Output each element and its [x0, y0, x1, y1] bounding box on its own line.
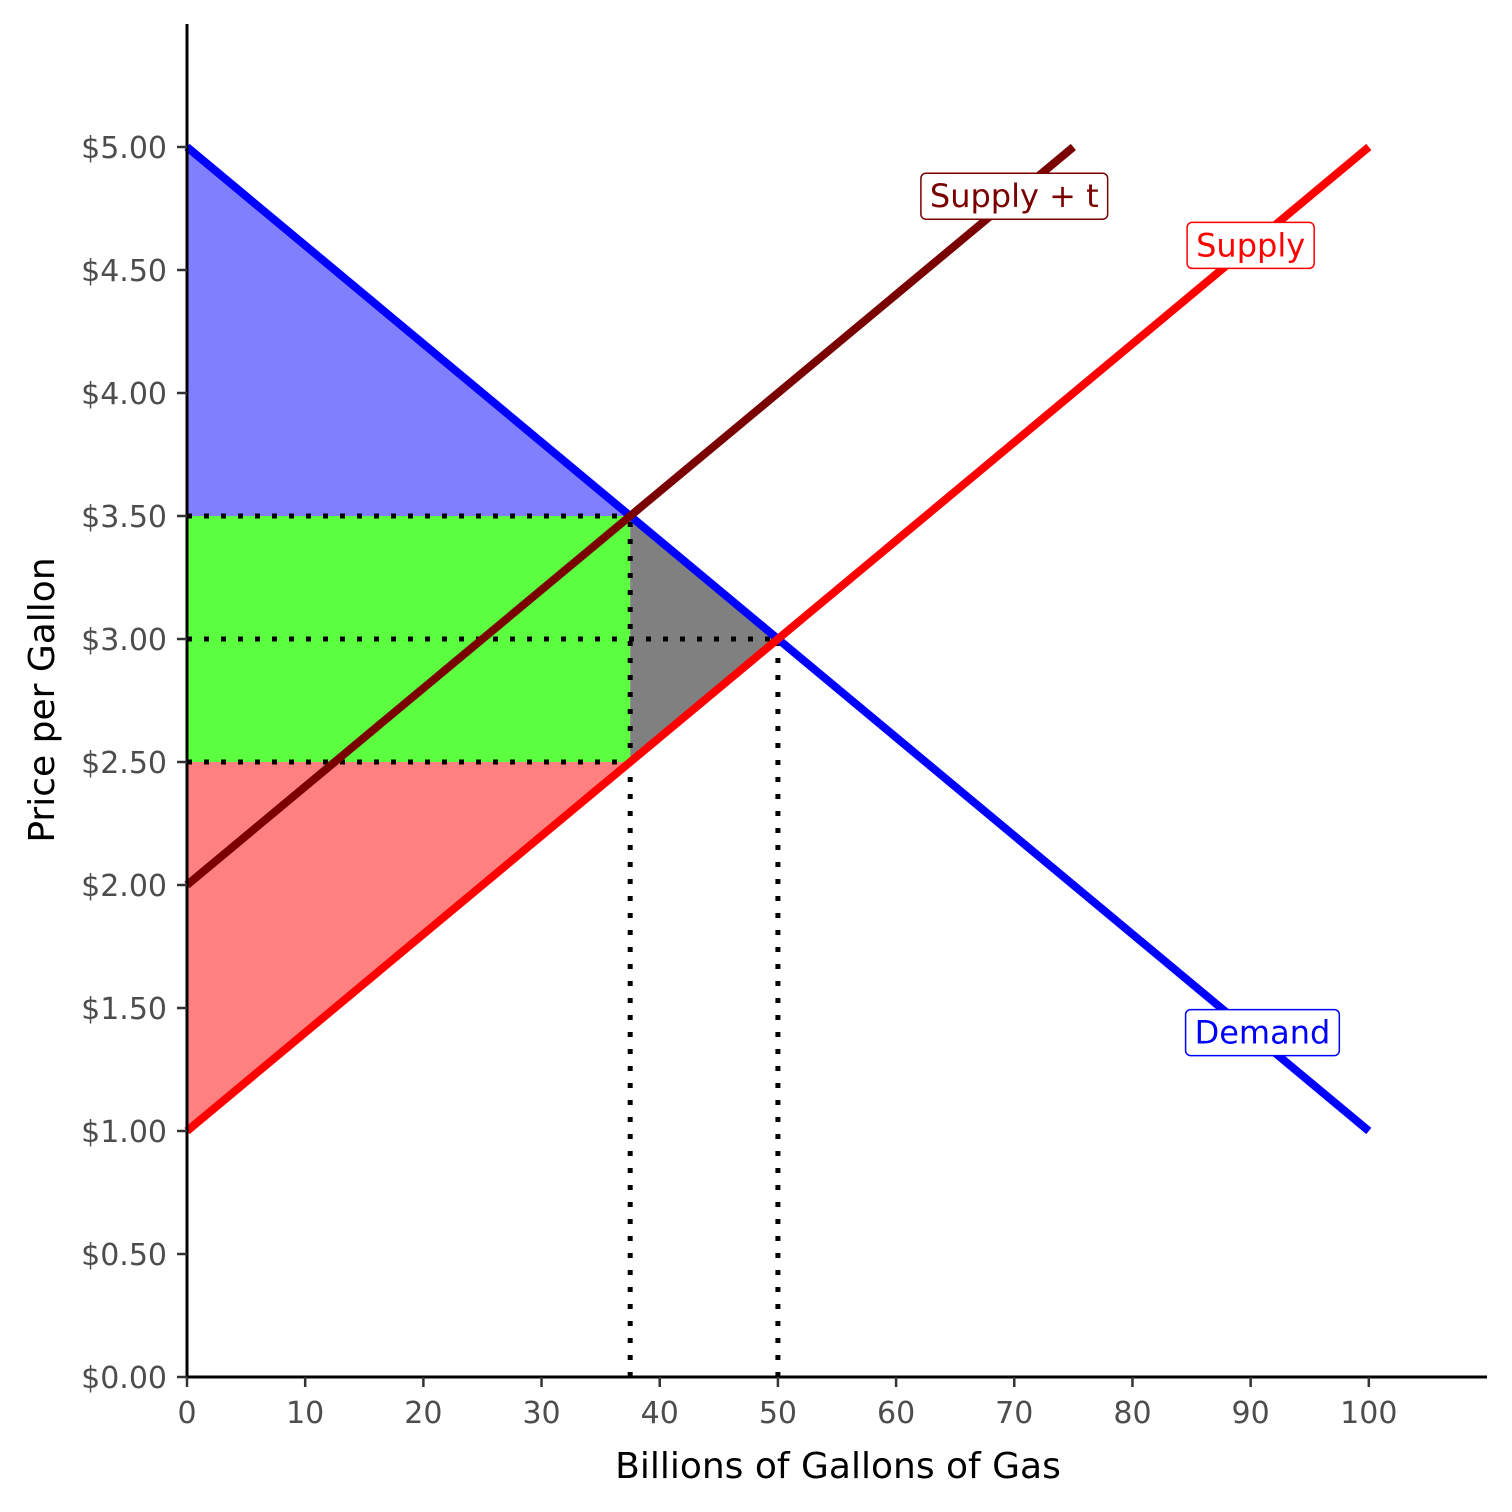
- supply-t-label: Supply + t: [920, 172, 1109, 220]
- x-tick-label: 30: [522, 1396, 560, 1431]
- curve-labels: Demand Supply Supply + t: [920, 172, 1341, 1057]
- y-tick-label: $3.50: [81, 500, 167, 535]
- y-tick-label: $0.50: [81, 1238, 167, 1273]
- y-tick-label: $3.00: [81, 623, 167, 658]
- curves: [184, 143, 1372, 1135]
- x-tick-label: 70: [995, 1396, 1033, 1431]
- y-axis-title: Price per Gallon: [22, 557, 63, 842]
- y-tick-label: $1.50: [81, 992, 167, 1027]
- y-tick-label: $4.00: [81, 377, 167, 412]
- x-tick-label: 60: [877, 1396, 915, 1431]
- y-tick-label: $0.00: [81, 1361, 167, 1396]
- label-box: [920, 172, 1109, 220]
- x-tick-label: 50: [759, 1396, 797, 1431]
- y-tick-label: $4.50: [81, 254, 167, 289]
- reference-lines: [187, 513, 781, 1377]
- label-box: [1184, 1008, 1341, 1057]
- label-text: Supply + t: [930, 177, 1099, 215]
- y-tick-label: $2.00: [81, 869, 167, 904]
- y-tick-label: $2.50: [81, 746, 167, 781]
- demand-label: Demand: [1184, 1008, 1341, 1057]
- axes: 0 10 20 30 40 50 60 70 80 90 100 $0.00 $0.50 $1.00 $1.…: [81, 24, 1487, 1431]
- x-tick-label: 0: [177, 1396, 196, 1431]
- x-tick-label: 10: [286, 1396, 324, 1431]
- supply-t-curve: [184, 143, 1076, 889]
- label-text: Demand: [1195, 1014, 1331, 1052]
- label-box: [1186, 221, 1315, 270]
- y-tick-label: $5.00: [81, 131, 167, 166]
- x-tick-label: 40: [641, 1396, 679, 1431]
- supply-curve: [184, 143, 1372, 1135]
- label-text: Supply: [1196, 226, 1305, 264]
- x-tick-label: 80: [1113, 1396, 1151, 1431]
- x-tick-label: 20: [404, 1396, 442, 1431]
- x-tick-label: 100: [1340, 1396, 1397, 1431]
- x-axis-title: Billions of Gallons of Gas: [615, 1446, 1061, 1487]
- y-tick-label: $1.00: [81, 1115, 167, 1150]
- deadweight-loss-region: [630, 516, 778, 762]
- supply-label: Supply: [1186, 221, 1315, 270]
- x-tick-label: 90: [1232, 1396, 1270, 1431]
